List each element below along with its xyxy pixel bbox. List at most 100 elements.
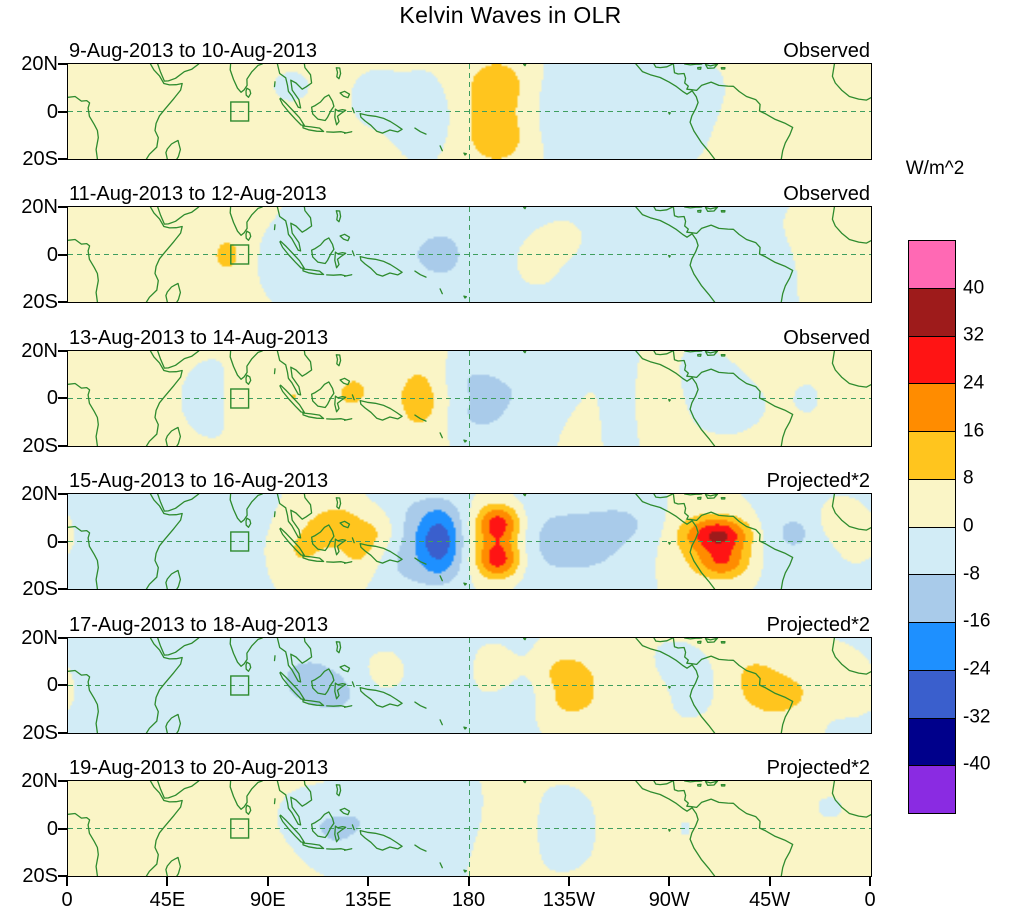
island-outline — [720, 353, 726, 357]
coastline-path — [414, 414, 427, 422]
y-tick — [58, 301, 67, 304]
coastline-path — [326, 274, 347, 277]
coastline-path — [157, 494, 200, 512]
coastline-path — [653, 350, 674, 356]
island-outline — [720, 66, 726, 70]
island-outline — [310, 237, 335, 265]
y-tick-label: 0 — [46, 817, 58, 840]
panel-source-label: Observed — [783, 40, 870, 62]
island-outline — [697, 640, 702, 644]
x-tick — [567, 877, 570, 886]
x-tick-label: 0 — [864, 889, 876, 911]
island-outline — [697, 496, 702, 501]
y-tick-label: 20N — [21, 626, 58, 649]
x-tick — [869, 877, 871, 886]
island-outline — [359, 686, 403, 708]
panel-source-label: Observed — [783, 326, 870, 349]
coastline-path — [635, 494, 716, 590]
panel-source-label: Observed — [783, 183, 870, 206]
coastline-path — [672, 350, 794, 446]
y-tick — [58, 731, 67, 734]
y-tick — [58, 827, 67, 830]
coastline-overlay — [68, 350, 871, 446]
coastline-path — [165, 283, 179, 303]
x-tick-label: 90E — [249, 889, 286, 911]
island-outline — [463, 295, 468, 300]
x-tick — [166, 877, 169, 886]
y-tick-label: 20S — [22, 578, 58, 601]
coastline-path — [635, 64, 716, 159]
coastline-path — [414, 557, 427, 565]
coastline-path — [343, 848, 353, 851]
island-outline — [704, 494, 719, 500]
x-tick-label: 45W — [749, 889, 791, 911]
coastline-path — [635, 350, 716, 446]
coastline-path — [326, 704, 347, 708]
coastline-path — [326, 131, 347, 134]
coastline-path — [672, 207, 794, 303]
coastline-path — [68, 95, 99, 159]
coastline-path — [165, 570, 179, 590]
coastline-path — [672, 64, 794, 159]
coastline-path — [343, 131, 353, 134]
y-tick — [58, 588, 67, 591]
y-tick-label: 20S — [22, 721, 58, 744]
coastline-path — [229, 781, 263, 810]
colorbar-tick-label: 0 — [963, 515, 974, 537]
island-outline — [668, 542, 671, 545]
coastline-path — [145, 781, 183, 876]
colorbar-cell — [909, 717, 955, 766]
island-outline — [463, 582, 468, 586]
coastline-path — [145, 350, 183, 446]
coastline-path — [145, 637, 183, 733]
y-tick-label: 20N — [21, 196, 58, 219]
panel-header: 19-Aug-2013 to 20-Aug-2013 Projected*2 — [69, 752, 870, 778]
y-tick-label: 20N — [21, 53, 58, 75]
colorbar-cell — [909, 622, 955, 670]
coastline-path — [145, 494, 183, 590]
colorbar-cell — [909, 765, 955, 813]
coastline-path — [351, 824, 355, 831]
index-region-box — [230, 388, 250, 409]
island-outline — [279, 384, 306, 413]
island-outline — [310, 524, 335, 552]
x-tick-label: 90W — [648, 889, 690, 911]
coastline-overlay — [68, 494, 871, 590]
island-outline — [339, 234, 351, 242]
coastline-path — [351, 250, 355, 257]
index-region-box — [230, 531, 250, 552]
coastline-path — [68, 382, 99, 446]
panel-date-range: 17-Aug-2013 to 18-Aug-2013 — [69, 613, 329, 636]
y-tick-label: 20N — [21, 339, 58, 362]
island-outline — [668, 255, 671, 259]
coastline-overlay — [68, 207, 871, 303]
coastline-path — [176, 856, 182, 876]
island-outline — [523, 64, 527, 67]
colorbar-cell — [909, 431, 955, 479]
panel-header: 17-Aug-2013 to 18-Aug-2013 Projected*2 — [69, 609, 870, 635]
map-plot: 20N 0 20S — [21, 341, 872, 456]
island-outline — [302, 268, 325, 276]
coastline-path — [165, 139, 179, 159]
y-tick — [58, 206, 67, 209]
panel-projected-3: 19-Aug-2013 to 20-Aug-2013 Projected*2 2… — [21, 752, 872, 886]
coastline-overlay — [68, 64, 871, 159]
island-outline — [335, 67, 342, 80]
island-outline — [704, 781, 719, 786]
island-outline — [310, 94, 335, 122]
island-outline — [335, 210, 342, 223]
panel-projected-2: 17-Aug-2013 to 18-Aug-2013 Projected*2 2… — [21, 609, 872, 743]
index-region-box — [230, 674, 250, 696]
coastline-path — [351, 394, 355, 401]
island-outline — [339, 664, 351, 672]
coastline-path — [157, 64, 200, 82]
y-tick — [58, 684, 67, 687]
coastline-path — [229, 64, 263, 93]
coastline-path — [439, 288, 443, 295]
coastline-path — [831, 207, 871, 245]
y-tick-label: 0 — [46, 100, 58, 123]
island-outline — [359, 829, 403, 851]
coastline-path — [68, 239, 99, 303]
panel-date-range: 13-Aug-2013 to 14-Aug-2013 — [69, 326, 329, 349]
